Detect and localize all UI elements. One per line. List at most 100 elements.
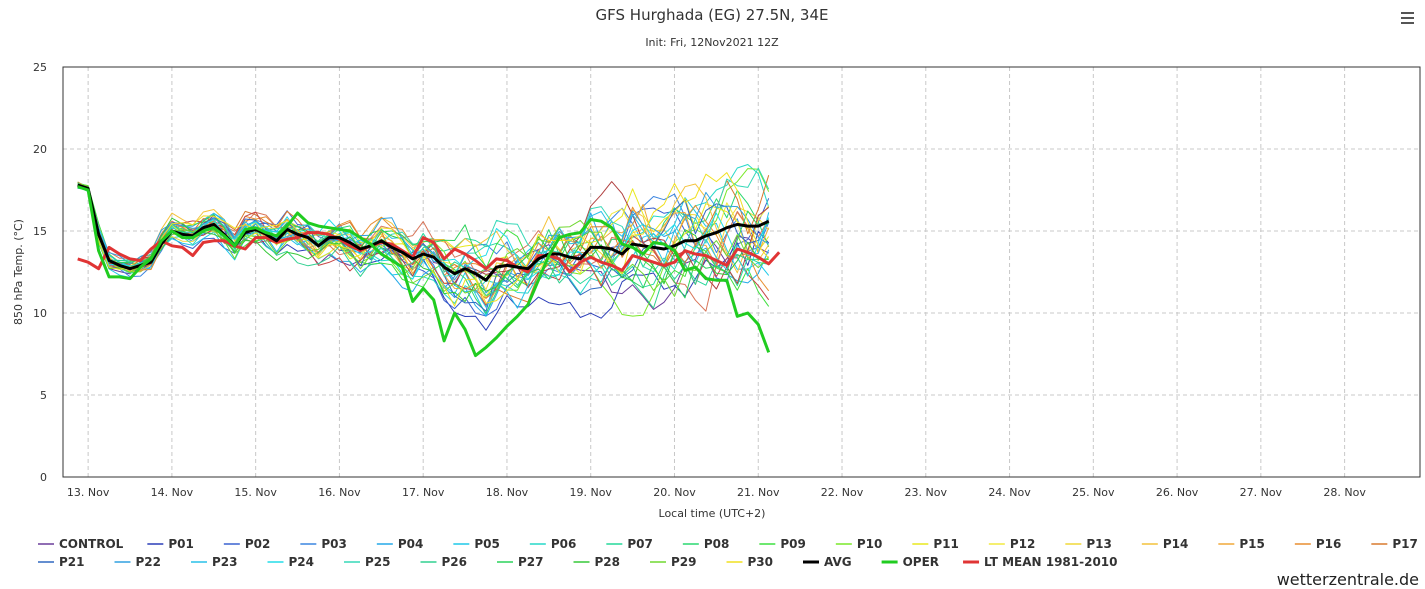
legend-label: P23: [212, 555, 238, 569]
legend: CONTROL P01 P02 P03 P04 P05 P06 P07 P08 P09 P10 P11…: [38, 537, 1418, 569]
legend-label: P26: [442, 555, 468, 569]
legend-label: P08: [704, 537, 730, 551]
x-tick-label: 18. Nov: [486, 486, 529, 499]
legend-item-p12[interactable]: P12: [988, 537, 1036, 551]
legend-item-p28[interactable]: P28: [573, 555, 621, 569]
legend-item-p07[interactable]: P07: [606, 537, 653, 551]
series-line-p28: [77, 184, 769, 302]
x-tick-label: 28. Nov: [1323, 486, 1366, 499]
legend-item-p21[interactable]: P21: [38, 555, 85, 569]
y-tick-label: 20: [33, 143, 47, 156]
legend-label: P06: [551, 537, 577, 551]
legend-item-p29[interactable]: P29: [650, 555, 697, 569]
series-line-p29: [77, 183, 770, 297]
legend-label: LT MEAN 1981-2010: [984, 555, 1117, 569]
legend-label: P28: [595, 555, 621, 569]
legend-item-p27[interactable]: P27: [497, 555, 544, 569]
legend-item-p13[interactable]: P13: [1065, 537, 1112, 551]
x-axis-title: Local time (UTC+2): [659, 507, 766, 520]
legend-item-lt-mean-1981-2010[interactable]: LT MEAN 1981-2010: [963, 555, 1118, 569]
legend-item-p16[interactable]: P16: [1294, 537, 1342, 551]
legend-item-p23[interactable]: P23: [191, 555, 238, 569]
legend-item-oper[interactable]: OPER: [881, 555, 939, 569]
legend-item-p17[interactable]: P17: [1371, 537, 1418, 551]
legend-label: P13: [1086, 537, 1112, 551]
legend-item-control[interactable]: CONTROL: [38, 537, 124, 551]
legend-item-p22[interactable]: P22: [114, 555, 162, 569]
x-tick-label: 23. Nov: [905, 486, 948, 499]
y-tick-label: 25: [33, 61, 47, 74]
legend-item-p25[interactable]: P25: [344, 555, 391, 569]
x-tick-label: 14. Nov: [151, 486, 194, 499]
legend-label: P05: [474, 537, 500, 551]
x-tick-label: 17. Nov: [402, 486, 445, 499]
legend-label: P30: [748, 555, 774, 569]
legend-label: P01: [168, 537, 194, 551]
y-tick-label: 0: [40, 471, 47, 484]
legend-label: P17: [1392, 537, 1418, 551]
legend-label: P16: [1316, 537, 1342, 551]
x-axis-ticks: 13. Nov 14. Nov 15. Nov 16. Nov 17. Nov 18. N…: [67, 486, 1366, 499]
series-lines: [77, 164, 781, 358]
legend-label: P12: [1010, 537, 1036, 551]
legend-label: P09: [780, 537, 806, 551]
hamburger-menu-icon: [1401, 12, 1414, 24]
legend-label: P15: [1239, 537, 1265, 551]
legend-item-p26[interactable]: P26: [420, 555, 468, 569]
legend-label: CONTROL: [59, 537, 124, 551]
legend-label: P07: [627, 537, 653, 551]
x-tick-label: 19. Nov: [569, 486, 612, 499]
legend-item-p30[interactable]: P30: [726, 555, 774, 569]
series-line-p25: [77, 167, 770, 277]
legend-item-p02[interactable]: P02: [223, 537, 271, 551]
plot-frame: [62, 66, 1421, 478]
x-tick-label: 21. Nov: [737, 486, 780, 499]
series-line-p02: [77, 186, 770, 317]
legend-item-p24[interactable]: P24: [267, 555, 315, 569]
legend-item-p10[interactable]: P10: [835, 537, 883, 551]
legend-item-p01[interactable]: P01: [147, 537, 194, 551]
legend-label: P29: [671, 555, 697, 569]
chart-title: GFS Hurghada (EG) 27.5N, 34E: [596, 6, 829, 24]
menu-button[interactable]: [1393, 8, 1417, 30]
grid: [63, 66, 1420, 478]
legend-label: P14: [1163, 537, 1189, 551]
legend-label: P25: [365, 555, 391, 569]
legend-label: P10: [857, 537, 883, 551]
x-tick-label: 15. Nov: [234, 486, 277, 499]
series-line-p22: [77, 185, 769, 294]
series-line-p26: [77, 182, 769, 309]
y-axis-ticks: 0 5 10 15 20 25: [33, 61, 47, 484]
x-tick-label: 24. Nov: [988, 486, 1031, 499]
x-tick-label: 25. Nov: [1072, 486, 1115, 499]
legend-label: P22: [136, 555, 162, 569]
legend-item-p11[interactable]: P11: [912, 537, 959, 551]
x-tick-label: 22. Nov: [821, 486, 864, 499]
x-tick-label: 26. Nov: [1156, 486, 1199, 499]
legend-item-p15[interactable]: P15: [1218, 537, 1265, 551]
legend-item-p14[interactable]: P14: [1141, 537, 1189, 551]
y-tick-label: 10: [33, 307, 47, 320]
legend-label: AVG: [824, 555, 852, 569]
legend-label: P11: [933, 537, 959, 551]
legend-label: P27: [518, 555, 544, 569]
legend-label: P21: [59, 555, 85, 569]
legend-label: OPER: [903, 555, 939, 569]
legend-label: P04: [398, 537, 424, 551]
series-line-oper: [77, 185, 771, 358]
x-tick-label: 20. Nov: [653, 486, 696, 499]
legend-item-avg[interactable]: AVG: [803, 555, 852, 569]
legend-item-p09[interactable]: P09: [759, 537, 806, 551]
y-tick-label: 15: [33, 225, 47, 238]
legend-label: P03: [321, 537, 347, 551]
legend-item-p03[interactable]: P03: [300, 537, 347, 551]
legend-item-p08[interactable]: P08: [682, 537, 730, 551]
legend-item-p04[interactable]: P04: [376, 537, 424, 551]
x-tick-label: 13. Nov: [67, 486, 110, 499]
legend-item-p06[interactable]: P06: [529, 537, 577, 551]
y-tick-label: 5: [40, 389, 47, 402]
x-tick-label: 27. Nov: [1240, 486, 1283, 499]
chart-subtitle: Init: Fri, 12Nov2021 12Z: [645, 36, 779, 49]
legend-item-p05[interactable]: P05: [453, 537, 500, 551]
